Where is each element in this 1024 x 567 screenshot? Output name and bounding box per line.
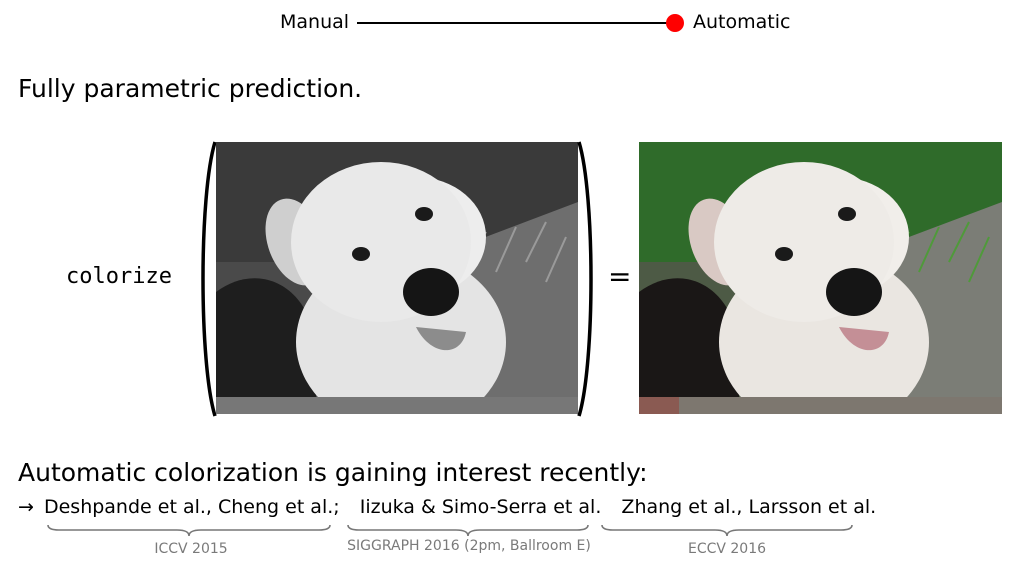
equals-sign: = (608, 260, 632, 293)
ref-group-1: Deshpande et al., Cheng et al. (43, 496, 334, 518)
slider-manual-label: Manual (280, 11, 350, 33)
right-paren (577, 141, 593, 417)
ref-separator: ; (333, 496, 340, 518)
venue-label-2: SIGGRAPH 2016 (2pm, Ballroom E) (347, 538, 591, 554)
references-line: → Deshpande et al., Cheng et al.; Iizuka… (18, 496, 876, 518)
venue-label-3: ECCV 2016 (687, 541, 767, 557)
brace-group-3 (601, 524, 853, 537)
brace-group-1 (47, 524, 331, 537)
slide-heading: Fully parametric prediction. (18, 74, 363, 103)
slider-automatic-label: Automatic (693, 11, 791, 33)
section-heading: Automatic colorization is gaining intere… (18, 458, 648, 487)
colorized-dog-image (639, 142, 1002, 414)
ref-group-3: Zhang et al., Larsson et al. (621, 496, 877, 518)
left-paren (201, 141, 217, 417)
grayscale-dog-image (216, 142, 578, 414)
function-name: colorize (66, 264, 172, 289)
slider-track (357, 22, 675, 24)
venue-label-1: ICCV 2015 (154, 541, 228, 557)
arrow-icon: → (18, 496, 34, 518)
ref-group-2: Iizuka & Simo-Serra et al. (359, 496, 602, 518)
brace-group-2 (347, 524, 589, 537)
slider-knob (666, 14, 684, 32)
